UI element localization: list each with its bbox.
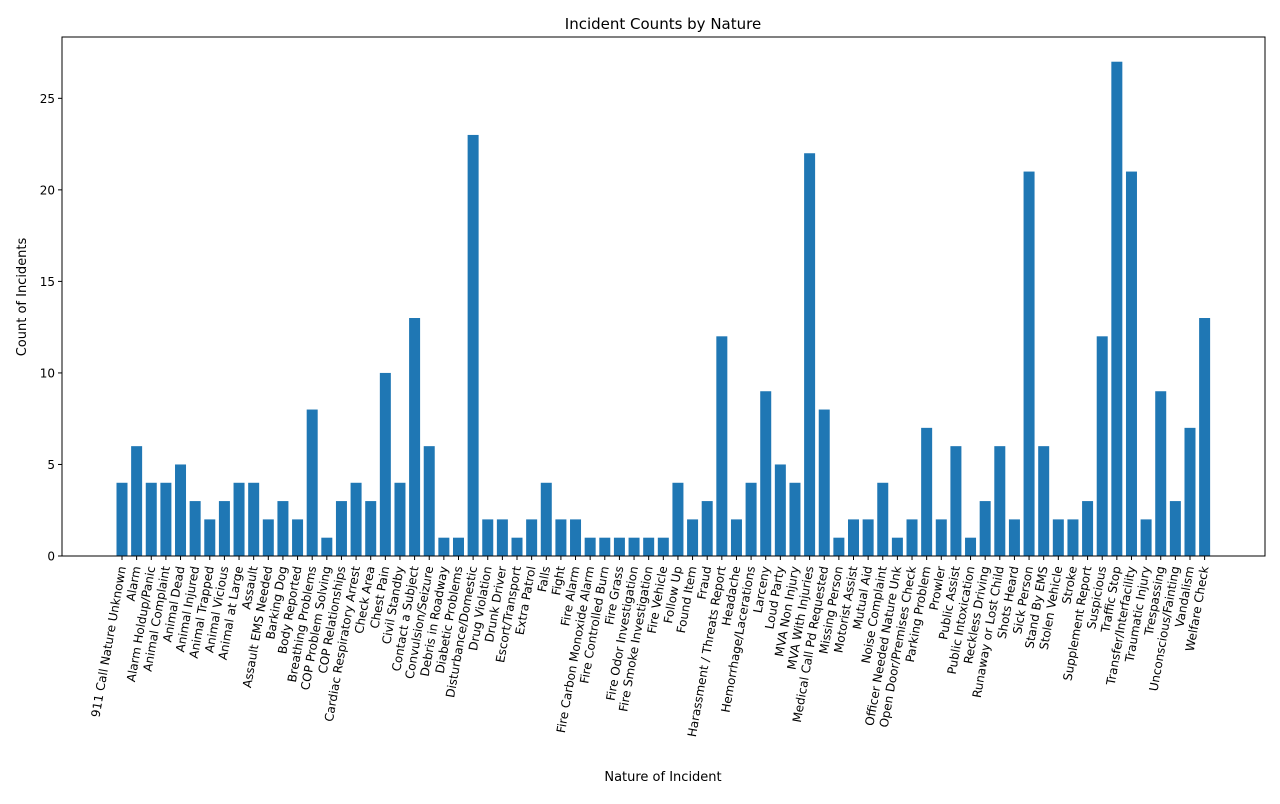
bar [935, 519, 947, 556]
bar [189, 501, 201, 556]
bar [613, 537, 625, 556]
bar [262, 519, 274, 556]
bar [584, 537, 596, 556]
bar [233, 482, 245, 556]
bar [306, 409, 318, 556]
bar [804, 153, 816, 556]
bar [1111, 61, 1123, 557]
bar [292, 519, 304, 556]
bar [833, 537, 845, 556]
bar [1023, 171, 1035, 556]
bar [365, 501, 377, 556]
bar [204, 519, 216, 556]
bar [862, 519, 874, 556]
bar [657, 537, 669, 556]
bar [321, 537, 333, 556]
y-tick-label: 20 [40, 183, 55, 197]
bar [877, 482, 889, 556]
bar [687, 519, 699, 556]
plot-frame [61, 36, 1266, 557]
bar [789, 482, 801, 556]
bar [175, 464, 187, 556]
bar [906, 519, 918, 556]
bar [218, 501, 230, 556]
bar [467, 134, 479, 556]
bar [965, 537, 977, 556]
bar [350, 482, 362, 556]
bar [482, 519, 494, 556]
bar [1082, 501, 1094, 556]
bar [1140, 519, 1152, 556]
y-tick-label: 0 [47, 550, 55, 564]
x-tick-label: Stroke [1059, 565, 1079, 605]
y-axis: 0 5 10 15 20 25 [40, 92, 62, 564]
bar [1169, 501, 1181, 556]
x-tick-label: Fight [549, 565, 568, 597]
bar [423, 446, 435, 556]
bar [496, 519, 508, 556]
bar [145, 482, 157, 556]
bar [1199, 318, 1211, 556]
bar [394, 482, 406, 556]
bar [760, 391, 772, 556]
bar [116, 482, 128, 556]
y-tick-label: 15 [40, 275, 55, 289]
bar [335, 501, 347, 556]
bar [1184, 427, 1196, 556]
bar [409, 318, 421, 556]
bar [248, 482, 260, 556]
bar [818, 409, 830, 556]
bar [701, 501, 713, 556]
bar [745, 482, 757, 556]
bar [994, 446, 1006, 556]
bar [1125, 171, 1137, 556]
bar [672, 482, 684, 556]
bar [160, 482, 172, 556]
bar [599, 537, 611, 556]
bar [438, 537, 450, 556]
bar [570, 519, 582, 556]
bar [277, 501, 289, 556]
bars-layer [116, 61, 1211, 557]
x-tick-label: Alarm [124, 565, 144, 602]
bar [379, 372, 391, 556]
y-tick-label: 10 [40, 366, 55, 380]
chart-title: Incident Counts by Nature [565, 15, 761, 33]
y-axis-label: Count of Incidents [15, 237, 30, 356]
x-tick-label: Falls [535, 565, 553, 593]
bar [891, 537, 903, 556]
x-axis-label: Nature of Incident [604, 770, 721, 785]
bar [131, 446, 143, 556]
bar [628, 537, 640, 556]
bar [1155, 391, 1167, 556]
bar [511, 537, 523, 556]
bar [526, 519, 538, 556]
bar [452, 537, 464, 556]
bar [1008, 519, 1020, 556]
bar [921, 427, 933, 556]
bar [1038, 446, 1050, 556]
x-tick-label: Fraud [695, 565, 715, 600]
bar [1096, 336, 1108, 556]
bar [716, 336, 728, 556]
bar [1052, 519, 1064, 556]
bar [774, 464, 786, 556]
y-tick-label: 5 [47, 458, 55, 472]
y-tick-label: 25 [40, 92, 55, 106]
bar [555, 519, 567, 556]
bar [540, 482, 552, 556]
bar [643, 537, 655, 556]
bar [730, 519, 742, 556]
bar [979, 501, 991, 556]
bar [950, 446, 962, 556]
bar [1067, 519, 1079, 556]
bar [848, 519, 859, 556]
